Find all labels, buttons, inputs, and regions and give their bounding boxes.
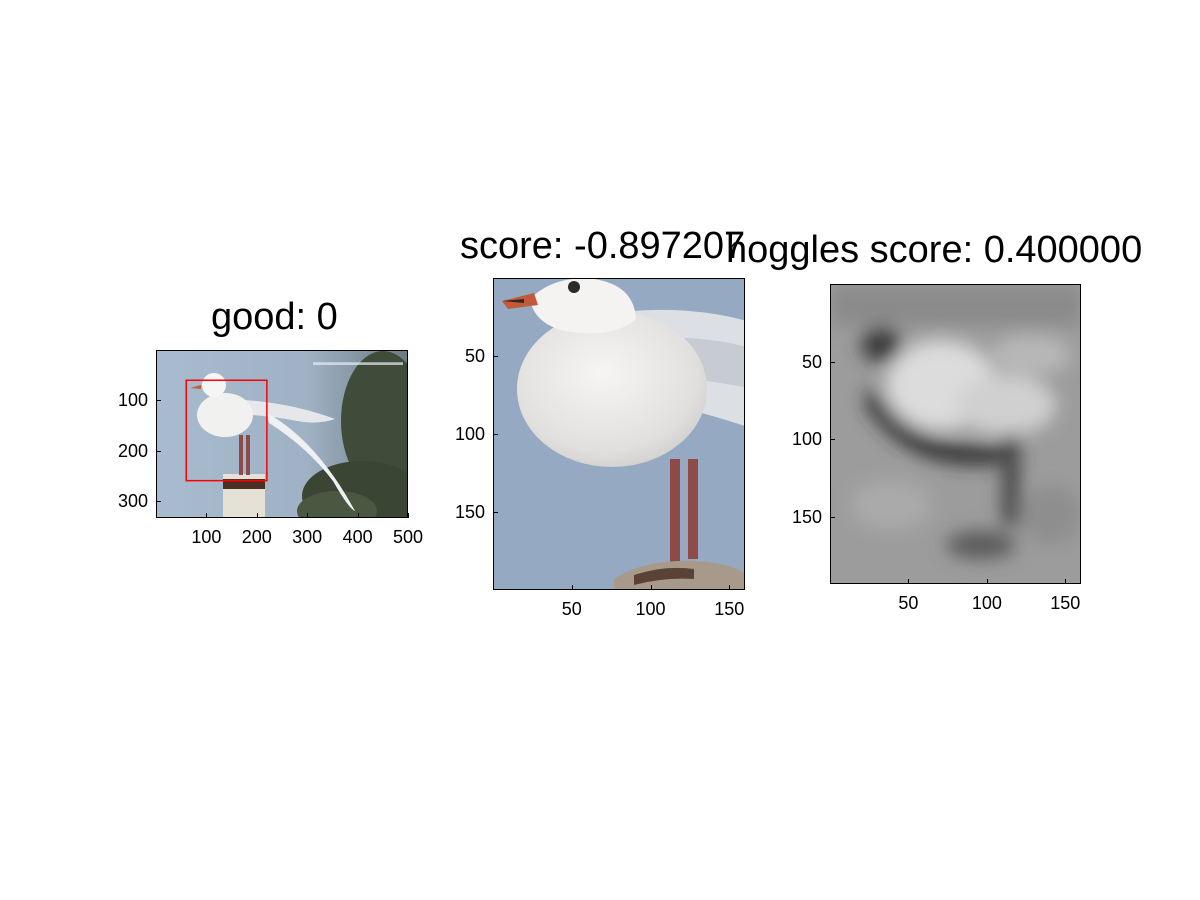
panel2-ytick-label: 100 bbox=[454, 424, 485, 444]
panel1-xtick-label: 100 bbox=[191, 527, 222, 547]
panel2-body bbox=[517, 311, 707, 467]
panel1-ytick-label: 300 bbox=[117, 491, 148, 512]
panel1-xtick-mark bbox=[206, 513, 208, 518]
panel3-xtick-label: 150 bbox=[1050, 593, 1081, 613]
panel2-ytick-label: 150 bbox=[454, 502, 485, 522]
panel1-body bbox=[197, 393, 253, 437]
panel3-hoggles-image bbox=[831, 285, 1080, 583]
panel3-ytick-label: 100 bbox=[791, 429, 822, 450]
panel1-xtick-label: 200 bbox=[241, 527, 272, 547]
panel3-xtick-mark bbox=[908, 579, 910, 584]
panel1-ytick-mark bbox=[156, 501, 161, 503]
panel2-xtick-label: 100 bbox=[635, 599, 666, 619]
panel3-xtick-mark bbox=[1065, 579, 1067, 584]
panel1-ytick-label: 200 bbox=[117, 440, 148, 461]
panel2-leg-right bbox=[688, 459, 698, 559]
panel2-xtick-label: 150 bbox=[714, 599, 745, 619]
panel3-ytick-mark bbox=[830, 439, 835, 441]
panel3-xtick-label: 100 bbox=[971, 593, 1002, 613]
panel1-ytick-mark bbox=[156, 400, 161, 402]
panel3-ytick-mark bbox=[830, 517, 835, 519]
panel1-xtick-label: 400 bbox=[342, 527, 373, 547]
panel3-ytick-label: 150 bbox=[791, 507, 822, 528]
panel1-overlay bbox=[185, 379, 268, 482]
panel3-xtick-mark bbox=[986, 579, 988, 584]
panel1-photo bbox=[157, 351, 407, 517]
panel2-ytick-mark bbox=[493, 512, 498, 513]
panel2-xtick-mark bbox=[729, 585, 731, 590]
panel2-head bbox=[530, 279, 636, 334]
panel2-leg-left bbox=[670, 459, 680, 569]
panel1-wing bbox=[227, 399, 335, 423]
panel1-xtick-label: 500 bbox=[392, 527, 424, 547]
panel1-xtick-mark bbox=[256, 513, 258, 518]
panel3-title: hoggles score: 0.400000 bbox=[726, 229, 1143, 271]
panel3-ytick-mark bbox=[830, 361, 835, 363]
panel2-photo bbox=[494, 279, 744, 589]
panel2-ytick-label: 50 bbox=[464, 346, 485, 366]
panel2-xtick-mark bbox=[650, 585, 652, 590]
panel1-xtick-mark bbox=[408, 513, 409, 518]
panel1-axes: ▬▬▬▬▬▬▬▬▬▬ bbox=[156, 350, 408, 518]
panel2-ytick-mark bbox=[493, 356, 498, 357]
panel2-ytick-mark bbox=[493, 434, 498, 435]
panel1-ytick-mark bbox=[156, 450, 161, 452]
panel3-xtick-label: 50 bbox=[898, 593, 919, 613]
panel1-bounding-box bbox=[185, 379, 268, 482]
panel1-ytick-label: 100 bbox=[117, 390, 148, 411]
panel2-title: score: -0.897207 bbox=[460, 225, 746, 267]
panel1-xtick-mark bbox=[357, 513, 359, 518]
panel1-watermark: ▬▬▬▬▬▬▬▬▬▬ bbox=[313, 357, 403, 367]
panel2-xtick-mark bbox=[571, 585, 573, 590]
panel1-xtick-mark bbox=[307, 513, 309, 518]
panel1-head bbox=[202, 373, 226, 397]
panel1-foliage bbox=[341, 351, 407, 491]
panel1-title: good: 0 bbox=[211, 296, 338, 338]
panel1-xtick-label: 300 bbox=[292, 527, 323, 547]
panel3-ytick-label: 50 bbox=[801, 351, 822, 372]
panel3-axes bbox=[830, 284, 1081, 584]
panel2-xtick-label: 50 bbox=[561, 599, 582, 619]
panel2-axes bbox=[493, 278, 745, 590]
